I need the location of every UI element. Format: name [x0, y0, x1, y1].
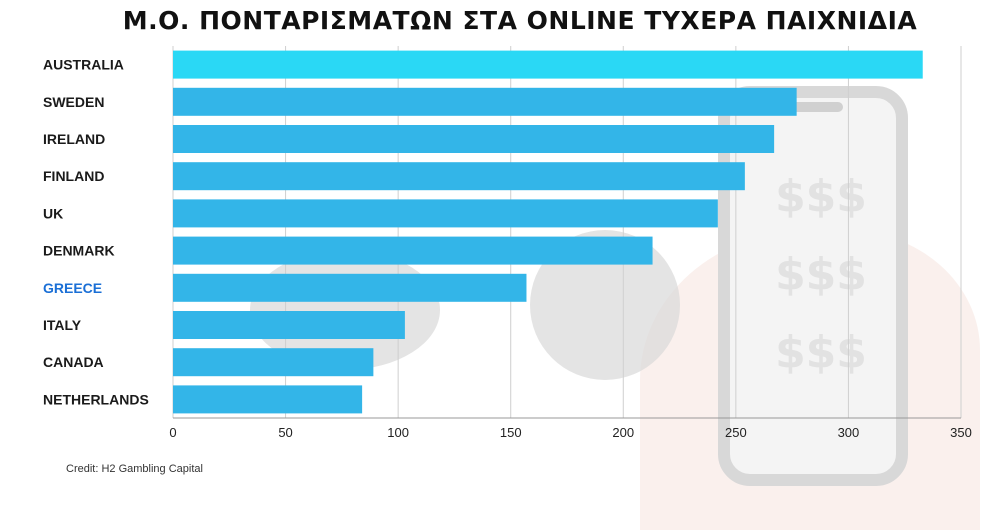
x-tick-label-200: 200 — [612, 425, 634, 440]
bar-netherlands — [173, 385, 363, 414]
x-tick-label-50: 50 — [278, 425, 292, 440]
x-tick-label-150: 150 — [500, 425, 522, 440]
category-label-sweden: SWEDEN — [43, 94, 104, 110]
category-label-ireland: IRELAND — [43, 131, 105, 147]
dollar-signs: $$$ $$$ $$$ — [756, 158, 886, 392]
bar-ireland — [173, 125, 775, 153]
x-tick-label-350: 350 — [950, 425, 972, 440]
x-tick-label-250: 250 — [725, 425, 747, 440]
credit-text: Credit: H2 Gambling Capital — [66, 463, 203, 475]
dollar-row-3: $$$ — [775, 327, 867, 378]
bar-australia — [173, 50, 923, 79]
bar-chart: AUSTRALIA SWEDEN IRELAND FINLAND UK DENMARK GR… — [43, 46, 972, 440]
category-label-denmark: DENMARK — [43, 243, 115, 259]
bar-canada — [173, 348, 374, 377]
chart-title: Μ.Ο. ΠΟΝΤΑΡΙΣΜΑΤΩΝ ΣΤΑ ONLINE ΤΥΧΕΡΑ ΠΑΙ… — [122, 6, 918, 35]
dollar-row-1: $$$ — [775, 171, 867, 222]
bar-uk — [173, 199, 718, 228]
category-label-italy: ITALY — [43, 317, 82, 333]
bar-greece — [173, 273, 527, 302]
dollar-row-2: $$$ — [775, 249, 867, 300]
bar-finland — [173, 162, 745, 191]
bar-italy — [173, 311, 405, 339]
x-tick-label-100: 100 — [387, 425, 409, 440]
category-label-australia: AUSTRALIA — [43, 57, 124, 73]
phone-notch — [783, 102, 843, 112]
x-tick-label-0: 0 — [169, 425, 176, 440]
category-label-uk: UK — [43, 205, 63, 221]
category-label-greece: GREECE — [43, 280, 102, 296]
category-label-finland: FINLAND — [43, 168, 104, 184]
x-tick-label-300: 300 — [838, 425, 860, 440]
bar-denmark — [173, 236, 653, 265]
category-label-netherlands: NETHERLANDS — [43, 391, 149, 407]
category-label-canada: CANADA — [43, 354, 104, 370]
bar-sweden — [173, 87, 797, 116]
